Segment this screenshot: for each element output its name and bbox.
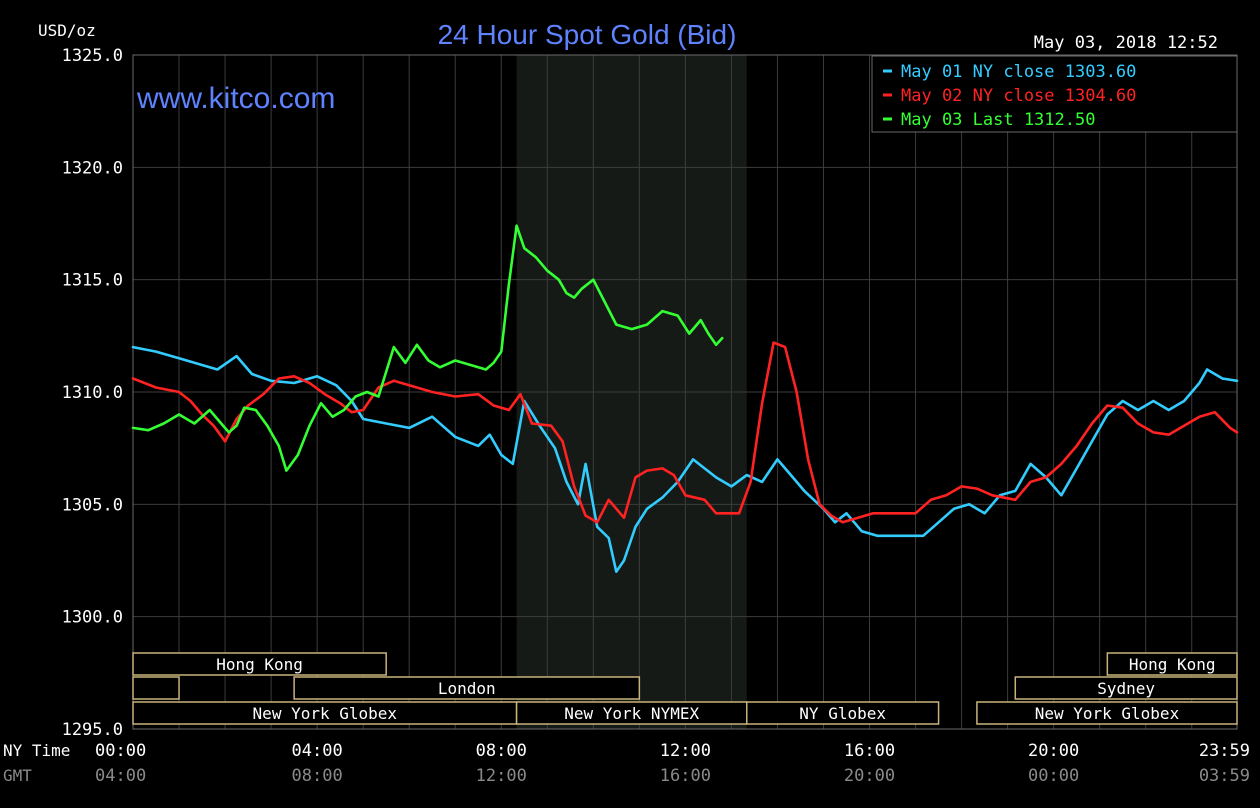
y-tick-label: 1320.0 bbox=[62, 158, 123, 178]
series-lines bbox=[131, 224, 1239, 573]
session-bar bbox=[132, 676, 180, 700]
session-bar-label: London bbox=[438, 679, 496, 698]
x-tick-label: 00:00 bbox=[95, 741, 146, 761]
chart-title: 24 Hour Spot Gold (Bid) bbox=[438, 19, 737, 50]
session-bar: Hong Kong bbox=[1106, 652, 1238, 676]
session-bar-label: New York NYMEX bbox=[564, 704, 699, 723]
legend-entry: May 03 Last 1312.50 bbox=[901, 110, 1095, 130]
plot-border bbox=[132, 54, 1238, 730]
x-tick-label: 12:00 bbox=[476, 766, 527, 786]
session-bar-box bbox=[1106, 652, 1238, 676]
x-tick-label: 08:00 bbox=[292, 766, 343, 786]
y-axis-label: USD/oz bbox=[38, 21, 96, 40]
y-tick-label: 1305.0 bbox=[62, 495, 123, 515]
session-bar-label: NY Globex bbox=[799, 704, 886, 723]
session-bar-label: New York Globex bbox=[253, 704, 398, 723]
session-bar-box bbox=[132, 652, 387, 676]
session-bar: NY Globex bbox=[746, 701, 940, 725]
session-bar: New York Globex bbox=[976, 701, 1238, 725]
session-bar: New York NYMEX bbox=[515, 701, 748, 725]
x-tick-label: 23:59 bbox=[1199, 741, 1250, 761]
x-tick-label: 12:00 bbox=[660, 741, 711, 761]
y-tick-label: 1295.0 bbox=[62, 720, 123, 740]
y-axis-tick-labels: 1325.0 1320.0 1315.0 1310.0 1305.0 1300.0 1295… bbox=[62, 46, 123, 740]
session-bar: Sydney bbox=[1014, 676, 1238, 700]
x-tick-label: 16:00 bbox=[844, 741, 895, 761]
series-line bbox=[131, 224, 724, 472]
session-bar-box bbox=[132, 676, 180, 700]
x-tick-label: 00:00 bbox=[1028, 766, 1079, 786]
legend-entry: May 02 NY close 1304.60 bbox=[901, 86, 1136, 106]
session-bar-label: Sydney bbox=[1097, 679, 1155, 698]
y-tick-label: 1325.0 bbox=[62, 46, 123, 66]
session-bar-label: New York Globex bbox=[1035, 704, 1180, 723]
y-tick-label: 1315.0 bbox=[62, 271, 123, 291]
session-bar-box bbox=[293, 676, 641, 700]
y-tick-label: 1310.0 bbox=[62, 383, 123, 403]
watermark: www.kitco.com bbox=[136, 82, 335, 115]
x-axis-tick-labels: NY Time 00:00 04:00 08:00 12:00 16:00 20:00 23:… bbox=[3, 741, 1250, 786]
session-bar-box bbox=[746, 701, 940, 725]
session-bar-label: Hong Kong bbox=[1129, 655, 1216, 674]
session-bars: Hong Kong London New York Globex New York N… bbox=[132, 652, 1238, 725]
x-tick-label: 04:00 bbox=[292, 741, 343, 761]
x-axis-row-label: GMT bbox=[3, 766, 32, 785]
y-tick-label: 1300.0 bbox=[62, 608, 123, 628]
series-line bbox=[131, 345, 1239, 573]
x-axis-row-label: NY Time bbox=[3, 741, 70, 760]
x-tick-label: 20:00 bbox=[1028, 741, 1079, 761]
x-tick-label: 03:59 bbox=[1199, 766, 1250, 786]
x-tick-label: 04:00 bbox=[95, 766, 146, 786]
legend-box bbox=[871, 55, 1238, 133]
session-bar: New York Globex bbox=[132, 701, 518, 725]
timestamp: May 03, 2018 12:52 bbox=[1034, 33, 1218, 53]
session-bar-box bbox=[1014, 676, 1238, 700]
x-tick-label: 20:00 bbox=[844, 766, 895, 786]
session-bar: Hong Kong bbox=[132, 652, 387, 676]
legend: May 01 NY close 1303.60 May 02 NY close 1… bbox=[871, 55, 1238, 133]
session-bar: London bbox=[293, 676, 641, 700]
session-bar-label: Hong Kong bbox=[216, 655, 303, 674]
x-tick-label: 16:00 bbox=[660, 766, 711, 786]
legend-entry: May 01 NY close 1303.60 bbox=[901, 62, 1136, 82]
series-line bbox=[131, 341, 1239, 524]
session-bar-box bbox=[976, 701, 1238, 725]
x-tick-label: 08:00 bbox=[476, 741, 527, 761]
